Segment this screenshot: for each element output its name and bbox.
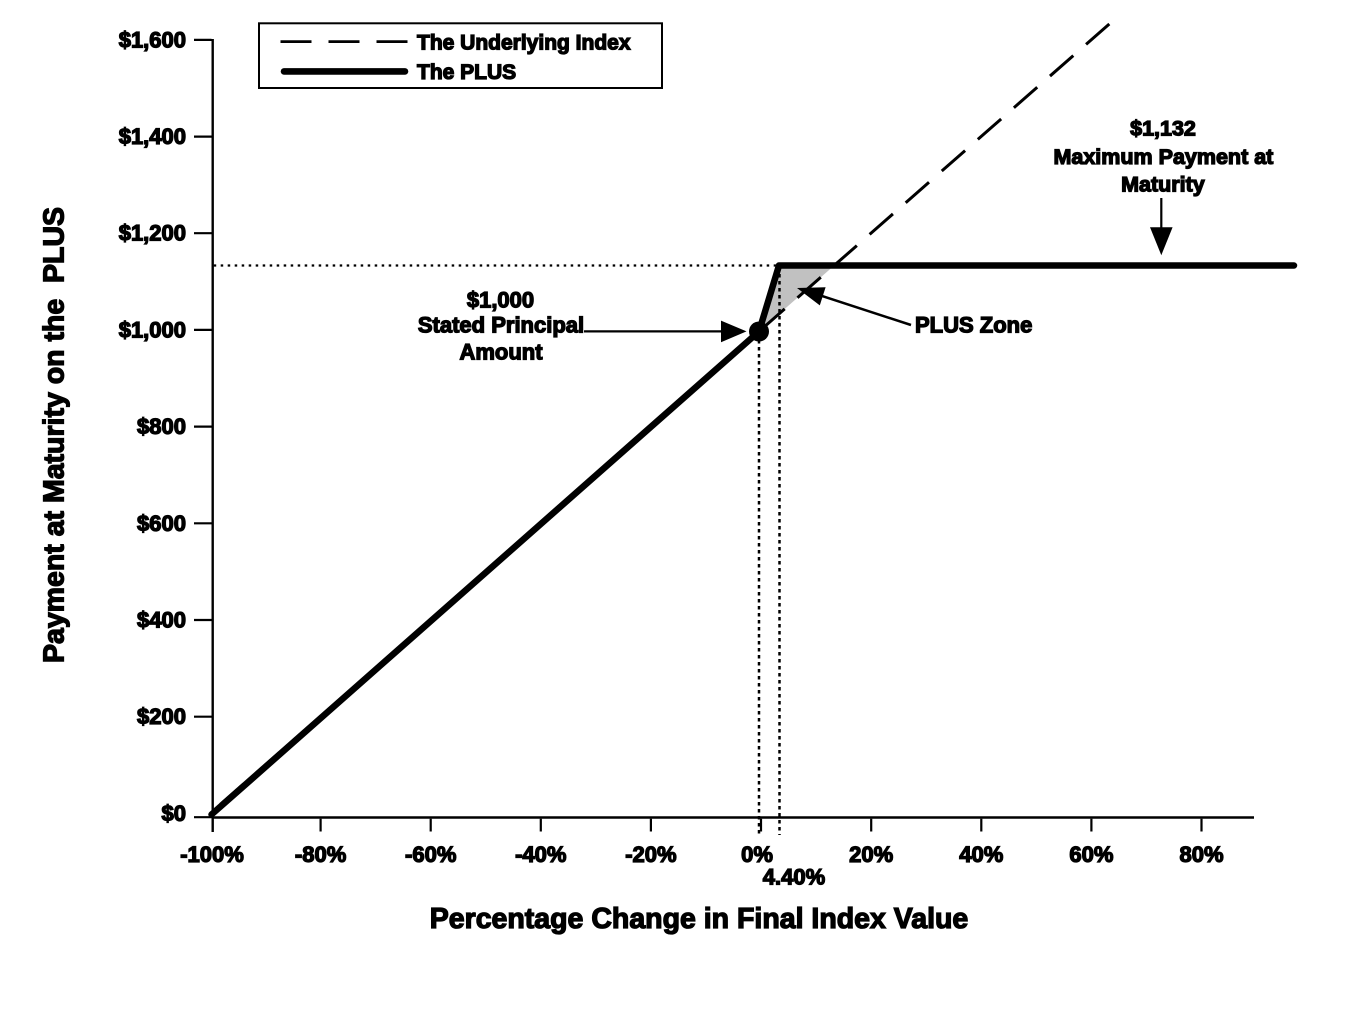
svg-text:$1,132: $1,132	[1130, 116, 1196, 140]
svg-text:$0: $0	[162, 801, 186, 826]
svg-text:$200: $200	[137, 704, 186, 729]
svg-text:-100%: -100%	[180, 842, 244, 867]
svg-text:$400: $400	[137, 608, 186, 633]
svg-text:-20%: -20%	[625, 842, 676, 867]
svg-text:Maximum Payment at: Maximum Payment at	[1053, 145, 1273, 169]
svg-text:80%: 80%	[1179, 842, 1223, 867]
svg-text:The Underlying Index: The Underlying Index	[417, 31, 631, 54]
svg-text:-60%: -60%	[405, 842, 456, 867]
svg-text:$1,000: $1,000	[467, 288, 534, 313]
svg-text:$600: $600	[137, 511, 186, 536]
svg-text:Payment at Maturity on the PL: Payment at Maturity on the PLUS	[39, 207, 71, 663]
svg-text:60%: 60%	[1069, 842, 1113, 867]
svg-text:$1,600: $1,600	[119, 27, 186, 52]
svg-text:20%: 20%	[849, 842, 893, 867]
svg-text:$1,200: $1,200	[119, 221, 186, 246]
svg-text:40%: 40%	[959, 842, 1003, 867]
svg-text:PLUS Zone: PLUS Zone	[915, 312, 1032, 337]
svg-text:The PLUS: The PLUS	[417, 61, 516, 84]
svg-text:-40%: -40%	[515, 842, 566, 867]
svg-text:$800: $800	[137, 414, 186, 439]
svg-text:0%: 0%	[741, 842, 773, 867]
svg-text:Maturity: Maturity	[1121, 172, 1205, 196]
svg-text:Amount: Amount	[459, 340, 543, 365]
svg-text:$1,000: $1,000	[119, 317, 186, 342]
svg-text:-80%: -80%	[295, 842, 346, 867]
svg-text:$1,400: $1,400	[119, 124, 186, 149]
svg-text:4.40%: 4.40%	[763, 865, 825, 890]
svg-text:Percentage Change in Final Ind: Percentage Change in Final Index Value	[430, 903, 969, 935]
svg-text:Stated Principal: Stated Principal	[418, 312, 584, 337]
